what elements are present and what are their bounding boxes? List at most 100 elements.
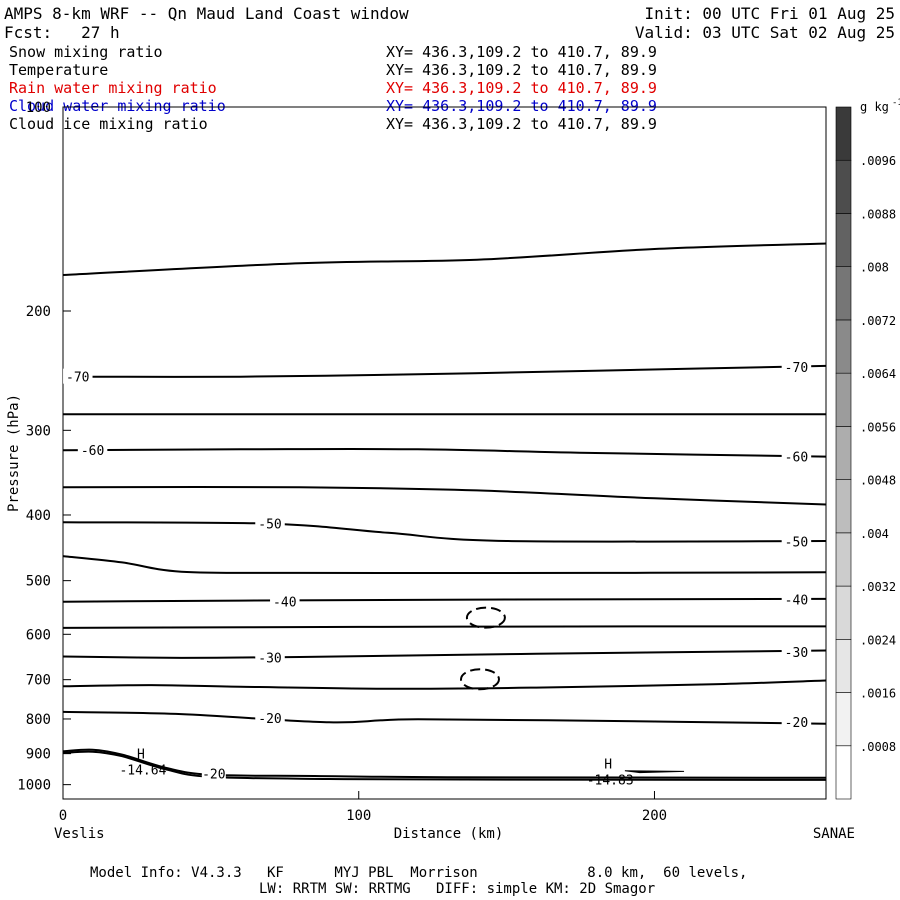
isotherm-label: -70 [785, 361, 808, 376]
isotherm-label-bg [781, 448, 812, 464]
isotherm-label-bg [781, 643, 812, 659]
isotherm-line [62, 242, 827, 276]
x-tick-label: 0 [59, 808, 67, 824]
y-tick-label: 200 [26, 304, 51, 320]
y-tick-label: 800 [26, 712, 51, 728]
isotherm-label: -60 [81, 444, 104, 459]
isotherm-label-bg [201, 766, 226, 781]
dashed-contour [459, 668, 500, 691]
field-name: Snow mixing ratio [9, 43, 163, 61]
colorbar-cell [835, 213, 852, 267]
colorbar-level-label: .0072 [860, 314, 896, 328]
colorbar-cell [835, 585, 852, 640]
colorbar-cell [835, 692, 852, 747]
colorbar-cell [835, 159, 852, 214]
isotherm-label: -20 [258, 712, 281, 727]
colorbar-level-label: .0064 [860, 367, 896, 381]
isotherm-label: -20 [785, 716, 808, 731]
isotherm-line [62, 597, 827, 603]
y-tick-label: 700 [26, 673, 51, 689]
isotherm-line [62, 710, 827, 725]
colorbar-cell [835, 372, 852, 427]
field-name: Cloud ice mixing ratio [9, 115, 208, 133]
colorbar-cell [835, 639, 852, 693]
isotherm-label-bg [255, 649, 285, 665]
y-axis-label: Pressure (hPa) [6, 394, 22, 512]
y-tick-label: 100 [26, 100, 51, 116]
isotherm-label: -50 [258, 518, 281, 533]
colorbar-level-label: .008 [860, 261, 889, 275]
field-xy: XY= 436.3,109.2 to 410.7, 89.9 [386, 61, 657, 79]
isotherm-label-bg [77, 442, 108, 458]
chart-title: AMPS 8-km WRF -- Qn Maud Land Coast wind… [4, 4, 409, 23]
x-right-endpoint-label: SANAE [813, 826, 855, 842]
isotherm-label: -30 [258, 651, 281, 666]
isotherm-label: -30 [785, 646, 808, 661]
colorbar-level-label: .0032 [860, 580, 896, 594]
isotherm-line [62, 649, 827, 659]
colorbar-level-label: .004 [860, 527, 889, 541]
isotherm-line [62, 485, 827, 506]
init-time: Init: 00 UTC Fri 01 Aug 25 [644, 4, 895, 23]
colorbar-cell [835, 426, 852, 480]
isotherm-label: -70 [66, 371, 89, 386]
surface-line [62, 750, 827, 781]
colorbar-cell [835, 745, 852, 800]
forecast-hour: Fcst: 27 h [4, 23, 120, 42]
isotherm-line [62, 625, 827, 629]
field-name: Temperature [9, 61, 109, 79]
isotherm-label: -20 [202, 768, 225, 783]
ice-contour-streak [624, 770, 685, 774]
high-value-label: -14.83 [587, 774, 634, 789]
colorbar-level-label: .0088 [860, 207, 896, 221]
x-left-endpoint-label: Veslis [54, 826, 105, 842]
colorbar-cell [835, 106, 852, 161]
plot-frame [62, 106, 827, 800]
isotherm-label-bg [63, 368, 93, 384]
model-info-line-1: Model Info: V4.3.3 KF MYJ PBL Morrison 8… [90, 865, 748, 881]
y-tick-label: 500 [26, 574, 51, 590]
isotherm-line [62, 679, 827, 690]
colorbar-level-label: .0048 [860, 474, 896, 488]
colorbar-unit-exponent: -1 [892, 98, 900, 108]
field-xy: XY= 436.3,109.2 to 410.7, 89.9 [386, 97, 657, 115]
high-value-label: -14.64 [119, 763, 166, 778]
colorbar-cell [835, 479, 852, 534]
colorbar-level-label: .0016 [860, 687, 896, 701]
x-tick-label: 100 [346, 808, 371, 824]
colorbar-level-label: .0008 [860, 740, 896, 754]
x-tick-label: 200 [642, 808, 667, 824]
isotherm-label-bg [270, 593, 300, 609]
colorbar-unit-label: g kg [860, 100, 889, 114]
isotherm-label-bg [781, 533, 812, 549]
field-name: Cloud water mixing ratio [9, 97, 226, 115]
colorbar-level-label: .0024 [860, 633, 896, 647]
y-tick-label: 900 [26, 747, 51, 763]
isotherm-label: -60 [785, 451, 808, 466]
field-xy: XY= 436.3,109.2 to 410.7, 89.9 [386, 79, 657, 97]
isotherm-label: -50 [785, 536, 808, 551]
model-info-line-2: LW: RRTM SW: RRTMG DIFF: simple KM: 2D S… [259, 881, 656, 897]
isotherm-label-bg [781, 713, 812, 729]
x-axis-label: Distance (km) [394, 826, 504, 842]
isotherm-label-bg [255, 515, 285, 531]
isotherm-label: -40 [785, 593, 808, 608]
isotherm-label-bg [255, 709, 285, 725]
colorbar-cell [835, 532, 852, 587]
isotherm-label: -40 [273, 596, 296, 611]
valid-time: Valid: 03 UTC Sat 02 Aug 25 [634, 23, 895, 42]
colorbar-cell [835, 319, 852, 374]
y-tick-label: 1000 [17, 778, 51, 794]
field-xy: XY= 436.3,109.2 to 410.7, 89.9 [386, 115, 657, 133]
y-tick-label: 600 [26, 627, 51, 643]
isotherm-line [62, 555, 827, 575]
y-tick-label: 300 [26, 423, 51, 439]
high-marker: H [604, 758, 612, 773]
isotherm-label-bg [781, 359, 812, 375]
field-xy: XY= 436.3,109.2 to 410.7, 89.9 [386, 43, 657, 61]
field-name: Rain water mixing ratio [9, 79, 217, 97]
dashed-contour [465, 606, 506, 629]
isotherm-line [62, 448, 827, 458]
isotherm-line [62, 364, 827, 378]
